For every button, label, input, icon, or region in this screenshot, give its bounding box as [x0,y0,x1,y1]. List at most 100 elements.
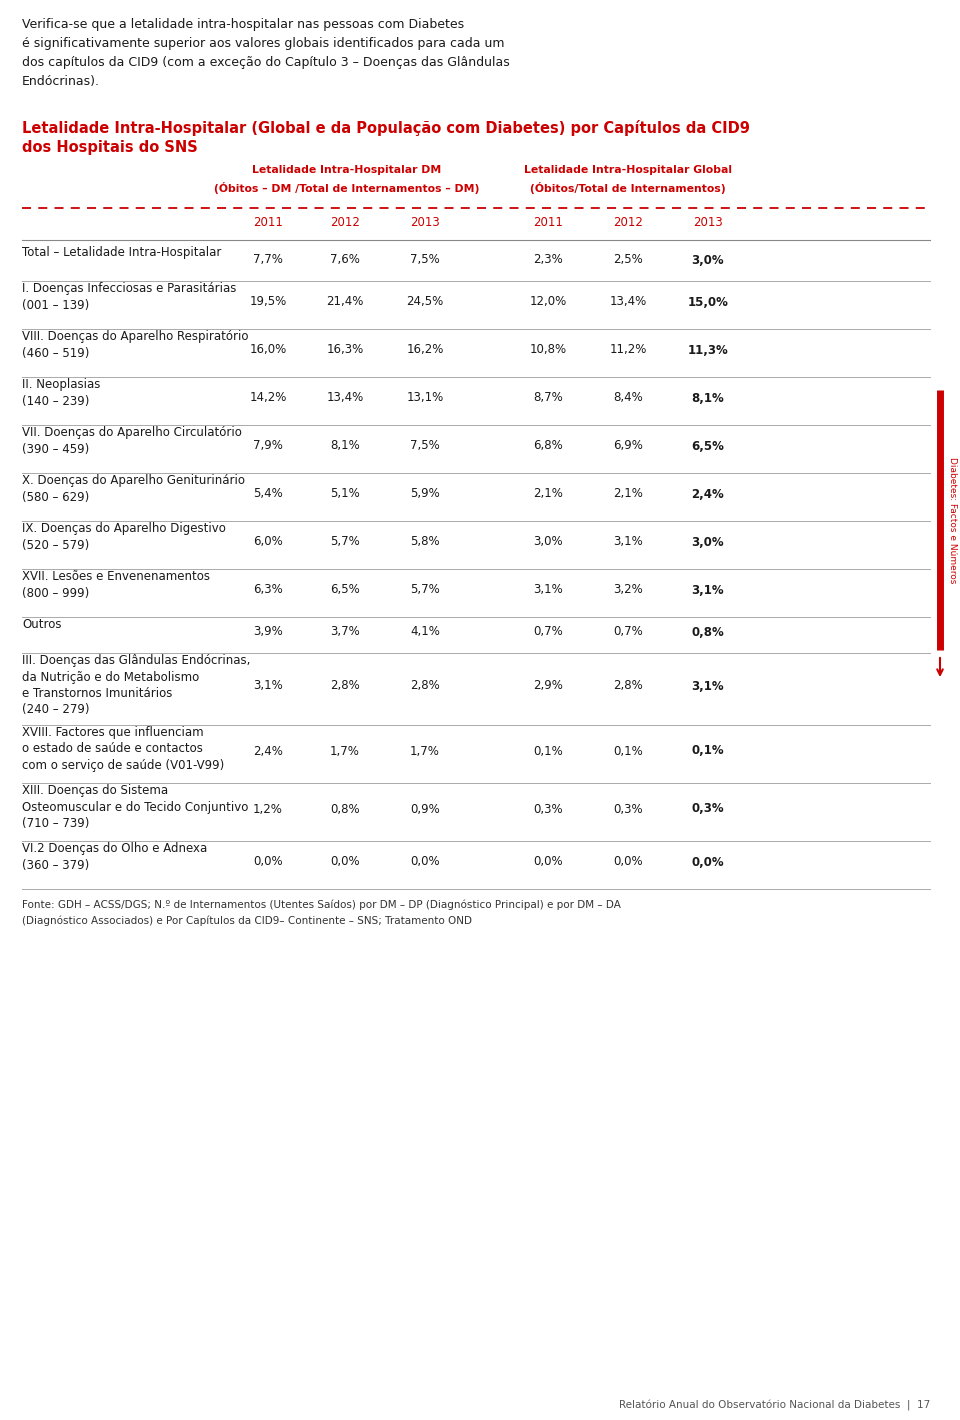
Text: III. Doenças das Glândulas Endócrinas,
da Nutrição e do Metabolismo
e Transtorno: III. Doenças das Glândulas Endócrinas, d… [22,655,251,717]
Text: 0,1%: 0,1% [613,744,643,757]
Text: VIII. Doenças do Aparelho Respiratório
(460 – 519): VIII. Doenças do Aparelho Respiratório (… [22,329,249,359]
Text: 8,4%: 8,4% [613,392,643,405]
Text: 0,0%: 0,0% [330,855,360,869]
Text: 6,8%: 6,8% [533,440,563,453]
Text: 5,7%: 5,7% [410,584,440,596]
Text: 0,3%: 0,3% [692,802,724,815]
Text: XVII. Lesões e Envenenamentos
(800 – 999): XVII. Lesões e Envenenamentos (800 – 999… [22,569,210,599]
Text: 10,8%: 10,8% [529,344,566,356]
Text: VII. Doenças do Aparelho Circulatório
(390 – 459): VII. Doenças do Aparelho Circulatório (3… [22,426,242,456]
Text: 2,4%: 2,4% [253,744,283,757]
Text: 6,5%: 6,5% [330,584,360,596]
Text: 7,5%: 7,5% [410,254,440,267]
Text: 0,7%: 0,7% [613,625,643,639]
Text: 1,2%: 1,2% [253,802,283,815]
Text: 0,9%: 0,9% [410,802,440,815]
Text: 2,3%: 2,3% [533,254,563,267]
Text: 2,8%: 2,8% [330,680,360,693]
Text: 3,1%: 3,1% [533,584,563,596]
Text: 2,8%: 2,8% [410,680,440,693]
Text: 3,0%: 3,0% [692,535,724,548]
Text: (Óbitos – DM /Total de Internamentos – DM): (Óbitos – DM /Total de Internamentos – D… [214,182,479,195]
Text: Total – Letalidade Intra-Hospitalar: Total – Letalidade Intra-Hospitalar [22,246,222,258]
Text: 3,1%: 3,1% [253,680,283,693]
Text: 7,7%: 7,7% [253,254,283,267]
Text: 2,1%: 2,1% [533,487,563,500]
Text: Verifica-se que a letalidade intra-hospitalar nas pessoas com Diabetes: Verifica-se que a letalidade intra-hospi… [22,18,464,31]
Text: 1,7%: 1,7% [330,744,360,757]
Text: 2013: 2013 [410,216,440,229]
Text: 3,1%: 3,1% [692,584,724,596]
Text: 2,1%: 2,1% [613,487,643,500]
Text: 13,4%: 13,4% [326,392,364,405]
Text: 12,0%: 12,0% [529,295,566,308]
Text: 7,9%: 7,9% [253,440,283,453]
Text: 2013: 2013 [693,216,723,229]
Text: 3,9%: 3,9% [253,625,283,639]
Text: 8,7%: 8,7% [533,392,563,405]
Text: II. Neoplasias
(140 – 239): II. Neoplasias (140 – 239) [22,378,101,408]
Text: 5,9%: 5,9% [410,487,440,500]
Text: 11,2%: 11,2% [610,344,647,356]
Text: 0,0%: 0,0% [533,855,563,869]
Text: Letalidade Intra-Hospitalar (Global e da População com Diabetes) por Capítulos d: Letalidade Intra-Hospitalar (Global e da… [22,121,750,136]
Text: 6,3%: 6,3% [253,584,283,596]
Text: 0,0%: 0,0% [410,855,440,869]
Text: 2,4%: 2,4% [691,487,725,500]
Text: 6,5%: 6,5% [691,440,725,453]
Text: 2,9%: 2,9% [533,680,563,693]
Text: X. Doenças do Aparelho Geniturinário
(580 – 629): X. Doenças do Aparelho Geniturinário (58… [22,474,245,504]
Text: dos capítulos da CID9 (com a exceção do Capítulo 3 – Doenças das Glândulas: dos capítulos da CID9 (com a exceção do … [22,55,510,70]
Text: Diabetes: Factos e Números: Diabetes: Factos e Números [948,457,956,584]
Text: 16,2%: 16,2% [406,344,444,356]
Text: 3,0%: 3,0% [692,254,724,267]
Text: 0,3%: 0,3% [533,802,563,815]
Text: 2012: 2012 [330,216,360,229]
Text: 14,2%: 14,2% [250,392,287,405]
Text: 0,0%: 0,0% [613,855,643,869]
Text: 2012: 2012 [613,216,643,229]
Text: 16,3%: 16,3% [326,344,364,356]
Text: 15,0%: 15,0% [687,295,729,308]
Text: 0,1%: 0,1% [533,744,563,757]
Text: dos Hospitais do SNS: dos Hospitais do SNS [22,141,198,155]
Text: Endócrinas).: Endócrinas). [22,75,100,88]
Text: 13,4%: 13,4% [610,295,647,308]
Text: Outros: Outros [22,618,61,630]
Text: 1,7%: 1,7% [410,744,440,757]
Text: 7,5%: 7,5% [410,440,440,453]
Text: 2011: 2011 [253,216,283,229]
Text: 5,7%: 5,7% [330,535,360,548]
Text: 6,9%: 6,9% [613,440,643,453]
Text: 13,1%: 13,1% [406,392,444,405]
Text: 2011: 2011 [533,216,563,229]
Text: 8,1%: 8,1% [330,440,360,453]
Text: 3,2%: 3,2% [613,584,643,596]
Text: 0,3%: 0,3% [613,802,643,815]
Text: Letalidade Intra-Hospitalar DM: Letalidade Intra-Hospitalar DM [252,165,442,175]
Text: XVIII. Factores que influenciam
o estado de saúde e contactos
com o serviço de s: XVIII. Factores que influenciam o estado… [22,726,225,772]
Text: Relatório Anual do Observatório Nacional da Diabetes  |  17: Relatório Anual do Observatório Nacional… [619,1400,930,1411]
Text: 4,1%: 4,1% [410,625,440,639]
Text: 0,8%: 0,8% [691,625,725,639]
Text: 24,5%: 24,5% [406,295,444,308]
Text: 0,0%: 0,0% [253,855,283,869]
Text: 2,8%: 2,8% [613,680,643,693]
Text: Letalidade Intra-Hospitalar Global: Letalidade Intra-Hospitalar Global [524,165,732,175]
Text: (Óbitos/Total de Internamentos): (Óbitos/Total de Internamentos) [530,182,726,195]
Text: é significativamente superior aos valores globais identificados para cada um: é significativamente superior aos valore… [22,37,505,50]
Text: 7,6%: 7,6% [330,254,360,267]
Text: 3,1%: 3,1% [692,680,724,693]
Text: IX. Doenças do Aparelho Digestivo
(520 – 579): IX. Doenças do Aparelho Digestivo (520 –… [22,523,226,551]
Text: 16,0%: 16,0% [250,344,287,356]
Text: 11,3%: 11,3% [687,344,729,356]
Text: 8,1%: 8,1% [691,392,725,405]
Text: 0,7%: 0,7% [533,625,563,639]
Text: 5,1%: 5,1% [330,487,360,500]
Text: VI.2 Doenças do Olho e Adnexa
(360 – 379): VI.2 Doenças do Olho e Adnexa (360 – 379… [22,842,207,872]
Text: 5,4%: 5,4% [253,487,283,500]
Text: 21,4%: 21,4% [326,295,364,308]
Text: XIII. Doenças do Sistema
Osteomuscular e do Tecido Conjuntivo
(710 – 739): XIII. Doenças do Sistema Osteomuscular e… [22,784,249,831]
Text: 3,1%: 3,1% [613,535,643,548]
Text: 2,5%: 2,5% [613,254,643,267]
